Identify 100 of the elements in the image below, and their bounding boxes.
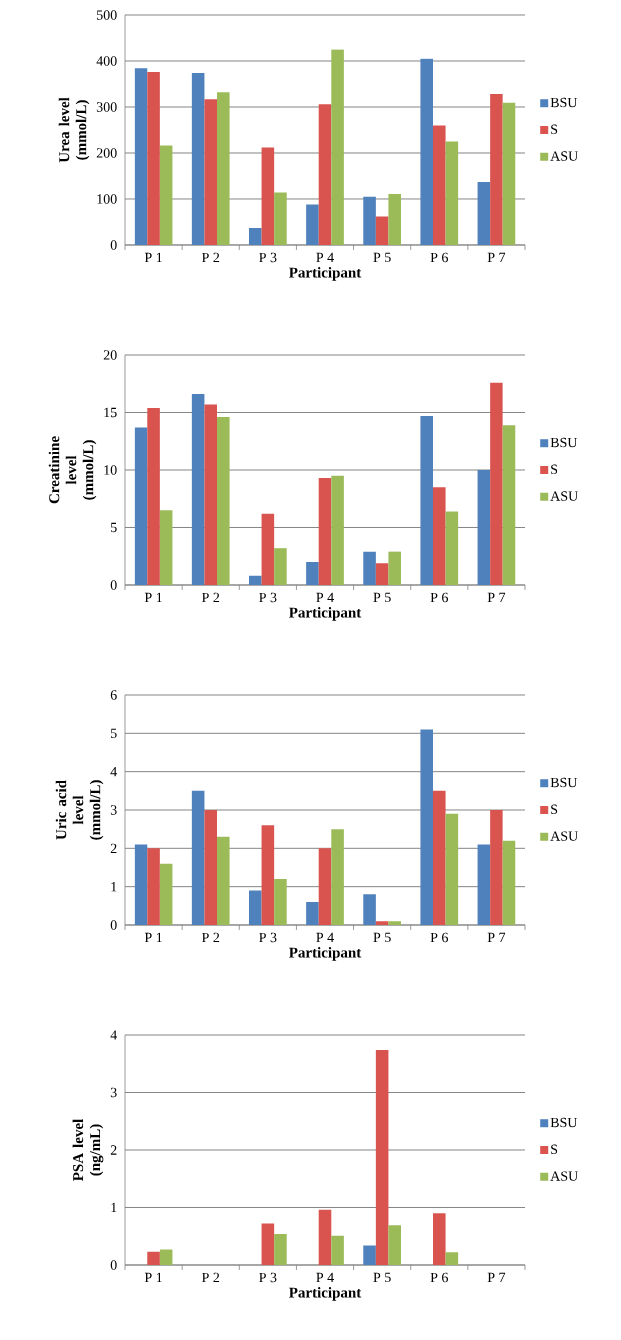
bar (318, 1209, 332, 1265)
x-axis-title: Participant (289, 607, 362, 621)
bar (490, 382, 503, 585)
bar (191, 394, 205, 585)
bar (502, 102, 516, 245)
bar (445, 1252, 459, 1265)
legend-label: ASU (550, 831, 578, 841)
x-tick-label: P 7 (487, 252, 506, 262)
bar (477, 844, 491, 925)
x-tick-label: P 5 (373, 592, 391, 603)
bar (502, 840, 516, 925)
y-tick-label: 0 (110, 240, 117, 250)
legend-label: BSU (550, 437, 578, 448)
bar (318, 848, 332, 925)
y-tick-label: 15 (104, 407, 117, 418)
bar (147, 1251, 160, 1265)
bar (502, 425, 516, 585)
x-tick-label: P 4 (316, 252, 334, 262)
bar (191, 790, 205, 925)
x-tick-label: P 1 (144, 932, 162, 943)
x-tick-label: P 6 (430, 1272, 448, 1283)
x-tick-label: P 1 (144, 252, 162, 263)
x-tick-label: P 2 (201, 932, 220, 943)
x-tick-label: P 4 (316, 932, 334, 943)
y-tick-label: 300 (96, 102, 117, 112)
y-tick-label: 3 (110, 1087, 117, 1098)
y-axis-title: Urea level (mmol/L) (58, 97, 90, 163)
x-tick-label: P 3 (259, 592, 277, 603)
y-tick-label: 100 (97, 194, 117, 204)
x-tick-label: P 3 (259, 252, 277, 263)
legend-label: ASU (550, 151, 578, 161)
legend-label: ASU (550, 491, 578, 501)
bar (159, 510, 173, 585)
x-tick-label: P 1 (144, 592, 162, 603)
x-tick-label: P 7 (487, 1272, 506, 1282)
bar (375, 921, 389, 925)
bar (363, 894, 376, 925)
bar (331, 49, 344, 245)
y-tick-label: 500 (97, 10, 117, 20)
y-tick-label: 2 (110, 843, 117, 853)
bar (249, 575, 262, 585)
x-tick-label: P 5 (373, 252, 391, 263)
bar (147, 848, 160, 925)
bar (388, 1225, 401, 1265)
bar (375, 1049, 389, 1265)
bar (433, 790, 446, 925)
bar (363, 551, 376, 585)
legend-label: BSU (550, 1117, 578, 1128)
x-tick-label: P 6 (430, 252, 448, 263)
bar (217, 417, 230, 585)
x-tick-label: P 3 (259, 1272, 277, 1283)
y-tick-label: 4 (110, 1030, 117, 1040)
bar (445, 511, 459, 585)
x-tick-label: P 7 (487, 932, 506, 942)
bar (147, 72, 160, 245)
y-tick-label: 2 (110, 1145, 117, 1155)
bar (134, 427, 148, 585)
bar (420, 415, 433, 585)
bar (375, 563, 389, 585)
y-tick-label: 200 (96, 148, 117, 158)
bar (331, 1235, 344, 1265)
y-axis-title: Uric acid level (mmol/L) (55, 780, 104, 840)
bar (433, 125, 446, 245)
y-tick-label: 20 (103, 350, 117, 360)
bar (249, 227, 262, 245)
legend-label: S (551, 804, 558, 815)
x-tick-label: P 5 (373, 932, 391, 943)
bar (388, 551, 401, 585)
legend-label: S (551, 464, 558, 475)
bar (204, 809, 217, 925)
legend-label: BSU (550, 97, 578, 108)
x-tick-label: P 2 (201, 252, 220, 263)
bar (363, 1245, 376, 1265)
legend-label: S (551, 124, 558, 135)
bar (217, 92, 230, 245)
bar (306, 561, 319, 585)
bar (388, 921, 401, 925)
legend-label: BSU (550, 777, 578, 788)
x-axis-title: Participant (289, 947, 362, 961)
bar (445, 813, 459, 925)
bar (433, 1213, 446, 1265)
bar (261, 825, 275, 925)
x-tick-label: P 6 (430, 592, 449, 603)
bar (134, 844, 148, 925)
y-tick-label: 1 (111, 882, 117, 892)
x-tick-label: P 7 (487, 592, 506, 602)
y-tick-label: 0 (110, 1260, 117, 1270)
x-tick-label: P 4 (316, 592, 334, 603)
bar (261, 1223, 275, 1265)
y-axis-title: PSA level (ng/mL) (72, 1119, 104, 1181)
x-tick-label: P 4 (316, 1272, 334, 1283)
x-tick-label: P 2 (201, 592, 220, 603)
bar (261, 513, 275, 585)
bar (363, 196, 376, 245)
bar (217, 836, 230, 925)
y-tick-label: 6 (110, 690, 117, 700)
bar (477, 181, 491, 245)
bar (331, 829, 344, 925)
bar (420, 729, 433, 925)
bar (388, 193, 401, 245)
